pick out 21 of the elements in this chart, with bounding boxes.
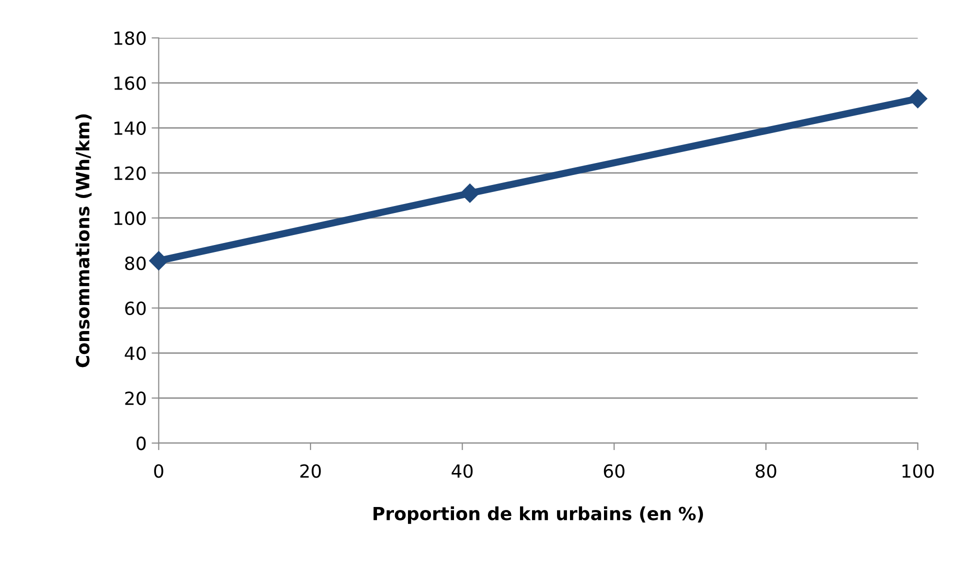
y-tick-label: 100 <box>114 211 146 226</box>
y-tick-label: 140 <box>114 121 146 136</box>
y-tick-label: 180 <box>114 31 146 46</box>
x-tick-label: 100 <box>902 464 934 478</box>
point <box>908 89 928 108</box>
y-axis-title: Consommations (Wh/km) <box>76 114 92 368</box>
x-tick-label: 60 <box>604 464 624 478</box>
y-tick-label: 0 <box>136 436 146 450</box>
y-tick-label: 20 <box>125 392 146 406</box>
y-tick-label: 80 <box>125 256 146 270</box>
x-axis-title: Proportion de km urbains (en %) <box>374 506 703 524</box>
y-tick-label: 60 <box>125 301 146 316</box>
point <box>460 184 480 203</box>
x-tick-label: 20 <box>300 464 321 478</box>
y-tick-label: 40 <box>124 346 146 360</box>
y-tick-label: 120 <box>114 166 146 180</box>
x-tick-label: 80 <box>756 464 776 478</box>
point <box>149 251 168 270</box>
y-tick-label: 160 <box>114 76 146 90</box>
x-tick-label: 0 <box>154 464 164 478</box>
x-tick-label: 40 <box>452 464 473 478</box>
